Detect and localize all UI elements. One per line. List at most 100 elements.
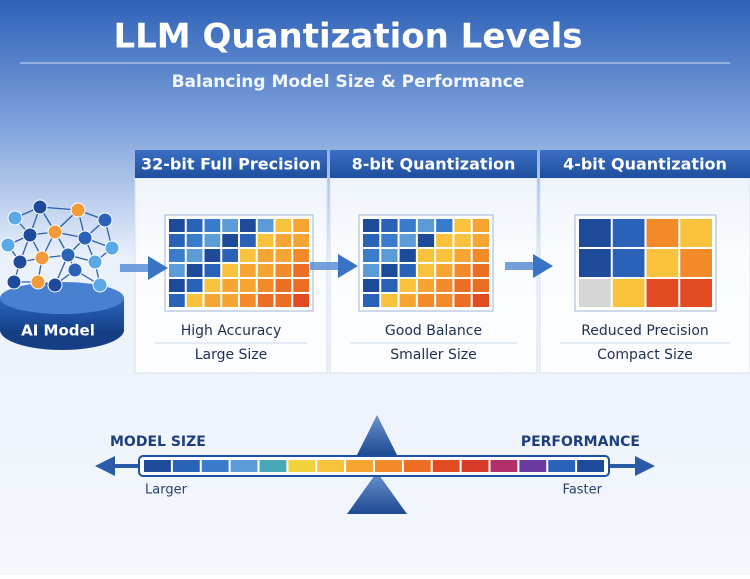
cylinder-top [0, 282, 124, 314]
right-arrowhead [635, 456, 655, 476]
grid-cell [472, 294, 489, 307]
grid-cell [275, 264, 292, 277]
model-icon: AI Model [0, 199, 124, 350]
grid-cell [436, 264, 453, 277]
pivot-base [347, 472, 407, 514]
grid-cell [204, 219, 221, 232]
scale-segment [375, 460, 402, 472]
grid-cell [363, 264, 380, 277]
scale-segment [317, 460, 345, 472]
grid-cell [222, 234, 238, 247]
network-node [0, 237, 16, 253]
arrow-shaft [310, 262, 338, 270]
grid-cell [579, 249, 611, 277]
scale-segment [432, 460, 460, 472]
grid-cell [186, 249, 203, 262]
scale-segment [288, 460, 316, 472]
grid-cell [381, 219, 398, 232]
grid-cell [436, 294, 453, 307]
grid-cell [186, 219, 203, 232]
network-node [34, 250, 50, 266]
scale-segment [490, 460, 518, 472]
scale-segment [403, 460, 431, 472]
grid-cell [169, 294, 185, 307]
grid-cell [204, 234, 221, 247]
network-node [32, 199, 48, 215]
grid-cell [436, 234, 453, 247]
grid-cell [169, 219, 185, 232]
grid-cell [363, 234, 380, 247]
scale-segment [577, 460, 604, 472]
grid-cell [240, 264, 256, 277]
grid-cell [417, 234, 435, 247]
scale-segments [144, 460, 604, 472]
arrow-shaft [120, 264, 148, 272]
grid-cell [293, 294, 309, 307]
grid-cell [257, 249, 274, 262]
grid-cell [257, 219, 274, 232]
grid-cell [417, 294, 435, 307]
grid-cell [275, 219, 292, 232]
grid-cell [454, 249, 471, 262]
panel-title: 4-bit Quantization [563, 155, 727, 174]
arrow-head [148, 256, 168, 280]
grid-cell [417, 279, 435, 292]
right-sub: Faster [563, 483, 603, 498]
grid-cell [472, 279, 489, 292]
grid-cell [612, 219, 645, 247]
panel-title: 32-bit Full Precision [141, 155, 321, 174]
grid-cell [169, 264, 185, 277]
grid-cell [204, 264, 221, 277]
grid-cell [399, 279, 416, 292]
grid-cell [363, 279, 380, 292]
grid-cell [257, 264, 274, 277]
grid-cell [186, 294, 203, 307]
grid-cell [472, 219, 489, 232]
panel-line1: Reduced Precision [581, 323, 709, 339]
panel-line2: Smaller Size [390, 347, 476, 363]
grid-cell [169, 249, 185, 262]
grid-cell [293, 264, 309, 277]
grid-cell [454, 294, 471, 307]
panel-title: 8-bit Quantization [352, 155, 516, 174]
arrow-shaft [505, 262, 533, 270]
grid-cell [381, 294, 398, 307]
panel-line2: Large Size [195, 347, 268, 363]
grid-cell [293, 279, 309, 292]
grid-cell [257, 234, 274, 247]
network-node [60, 247, 76, 263]
grid-cell [454, 234, 471, 247]
grid-cell [472, 234, 489, 247]
network-node [30, 274, 46, 290]
scale-segment [461, 460, 489, 472]
scale-segment [172, 460, 200, 472]
panels: 32-bit Full Precision High Accuracy Large … [120, 150, 750, 374]
arrow-head [338, 254, 358, 278]
scale-segment [201, 460, 229, 472]
scale-segment [144, 460, 171, 472]
grid-cell [612, 249, 645, 277]
network-node [12, 254, 28, 270]
grid-cell [257, 279, 274, 292]
grid-cell [169, 279, 185, 292]
grid-cell [257, 294, 274, 307]
arrow-head [533, 254, 553, 278]
scale-segment [259, 460, 287, 472]
model-label: AI Model [21, 322, 95, 340]
left-arrowhead [95, 456, 115, 476]
pivot-top [357, 415, 397, 455]
grid-cell [204, 279, 221, 292]
network-node [97, 212, 113, 228]
network-node [47, 224, 63, 240]
grid-cell [186, 279, 203, 292]
network-node [22, 227, 38, 243]
grid-cell [222, 279, 238, 292]
network-node [104, 240, 120, 256]
grid-cell [680, 279, 712, 307]
grid-cell [399, 294, 416, 307]
grid-cell [579, 219, 611, 247]
title: LLM Quantization Levels [113, 17, 582, 57]
scale-segment [519, 460, 547, 472]
grid-cell [363, 219, 380, 232]
